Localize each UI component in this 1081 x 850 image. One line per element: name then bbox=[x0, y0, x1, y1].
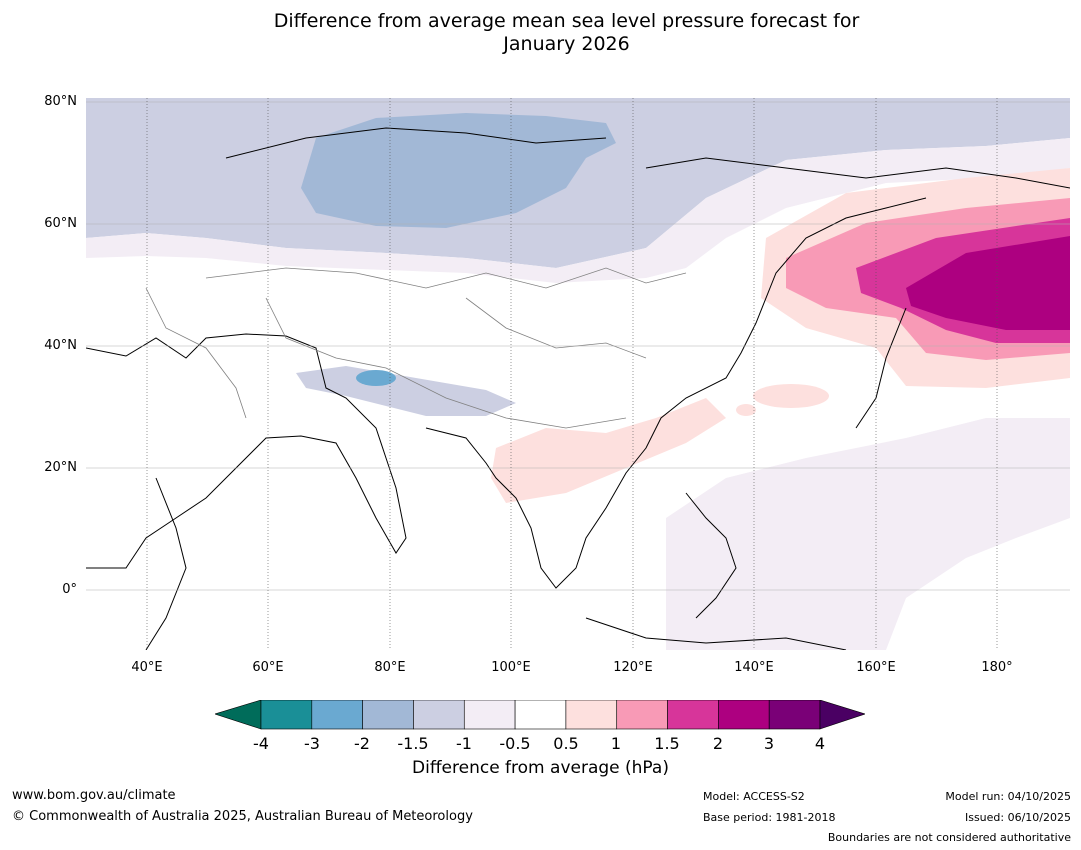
website-link[interactable]: www.bom.gov.au/climate bbox=[12, 788, 176, 803]
disclaimer-text: Boundaries are not considered authoritat… bbox=[827, 831, 1071, 844]
neg-anomaly-core bbox=[301, 113, 616, 228]
map-svg bbox=[86, 98, 1070, 650]
base-period-text: Base period: 1981-2018 bbox=[703, 811, 836, 824]
colorbar-tick: 1.5 bbox=[654, 734, 680, 753]
lon-label-60e: 60°E bbox=[252, 660, 284, 675]
colorbar-segment bbox=[565, 700, 618, 730]
colorbar-tick: -2 bbox=[354, 734, 370, 753]
colorbar-segment bbox=[514, 700, 567, 730]
pos-anomaly-small bbox=[736, 404, 756, 416]
colorbar-tick: 3 bbox=[763, 734, 775, 753]
colorbar-tick: -3 bbox=[304, 734, 320, 753]
graticule bbox=[86, 101, 1070, 591]
colorbar-segment bbox=[260, 700, 313, 730]
pos-anomaly-small-2 bbox=[753, 384, 829, 408]
model-run-text: Model run: 04/10/2025 bbox=[945, 790, 1071, 803]
weak-neg-band bbox=[86, 138, 1070, 283]
lat-label-20n: 20°N bbox=[44, 460, 77, 475]
lon-label-100e: 100°E bbox=[491, 660, 531, 675]
lat-label-0: 0° bbox=[62, 582, 77, 597]
colorbar-segment bbox=[616, 700, 668, 730]
colorbar-segment bbox=[413, 700, 465, 730]
coastlines bbox=[86, 127, 1070, 650]
title-line-1: Difference from average mean sea level p… bbox=[273, 10, 860, 32]
colorbar-tick: 1 bbox=[610, 734, 622, 753]
tibet-neg-core bbox=[356, 370, 396, 386]
colorbar bbox=[215, 700, 865, 730]
colorbar-high-extend bbox=[819, 700, 865, 730]
lon-label-180: 180° bbox=[981, 660, 1013, 675]
colorbar-segment bbox=[768, 700, 821, 730]
model-text: Model: ACCESS-S2 bbox=[703, 790, 805, 803]
tibet-neg bbox=[296, 366, 516, 416]
issued-text: Issued: 06/10/2025 bbox=[964, 811, 1071, 824]
colorbar-tick: 2 bbox=[712, 734, 724, 753]
lon-label-120e: 120°E bbox=[613, 660, 653, 675]
colorbar-tick: -1.5 bbox=[397, 734, 429, 753]
colorbar-segment bbox=[362, 700, 414, 730]
colorbar-segment bbox=[311, 700, 363, 730]
lat-label-80n: 80°N bbox=[44, 94, 77, 109]
map-panel bbox=[86, 98, 1070, 650]
colorbar-segment bbox=[463, 700, 516, 730]
country-boundaries bbox=[145, 267, 687, 429]
colorbar-tick: 4 bbox=[814, 734, 826, 753]
colorbar-tick: -0.5 bbox=[499, 734, 531, 753]
colorbar-segment bbox=[667, 700, 719, 730]
pos-anomaly-south-china bbox=[491, 398, 726, 503]
pos-anomaly-core bbox=[906, 236, 1070, 330]
colorbar-segments bbox=[260, 700, 821, 730]
title-line-2: January 2026 bbox=[503, 33, 630, 55]
colorbar-segment bbox=[718, 700, 770, 730]
lon-label-40e: 40°E bbox=[131, 660, 163, 675]
lat-label-40n: 40°N bbox=[44, 338, 77, 353]
colorbar-tick: 0.5 bbox=[553, 734, 579, 753]
neg-anomaly-pacific bbox=[666, 418, 1070, 650]
colorbar-low-extend bbox=[215, 700, 262, 730]
lon-label-140e: 140°E bbox=[734, 660, 774, 675]
lon-label-80e: 80°E bbox=[374, 660, 406, 675]
colorbar-tick: -4 bbox=[253, 734, 269, 753]
chart-title: Difference from average mean sea level p… bbox=[0, 10, 1081, 56]
lon-label-160e: 160°E bbox=[856, 660, 896, 675]
meridians bbox=[146, 98, 998, 650]
lat-label-60n: 60°N bbox=[44, 216, 77, 231]
copyright-text: © Commonwealth of Australia 2025, Austra… bbox=[12, 809, 473, 824]
colorbar-label: Difference from average (hPa) bbox=[412, 758, 669, 778]
colorbar-tick: -1 bbox=[456, 734, 472, 753]
